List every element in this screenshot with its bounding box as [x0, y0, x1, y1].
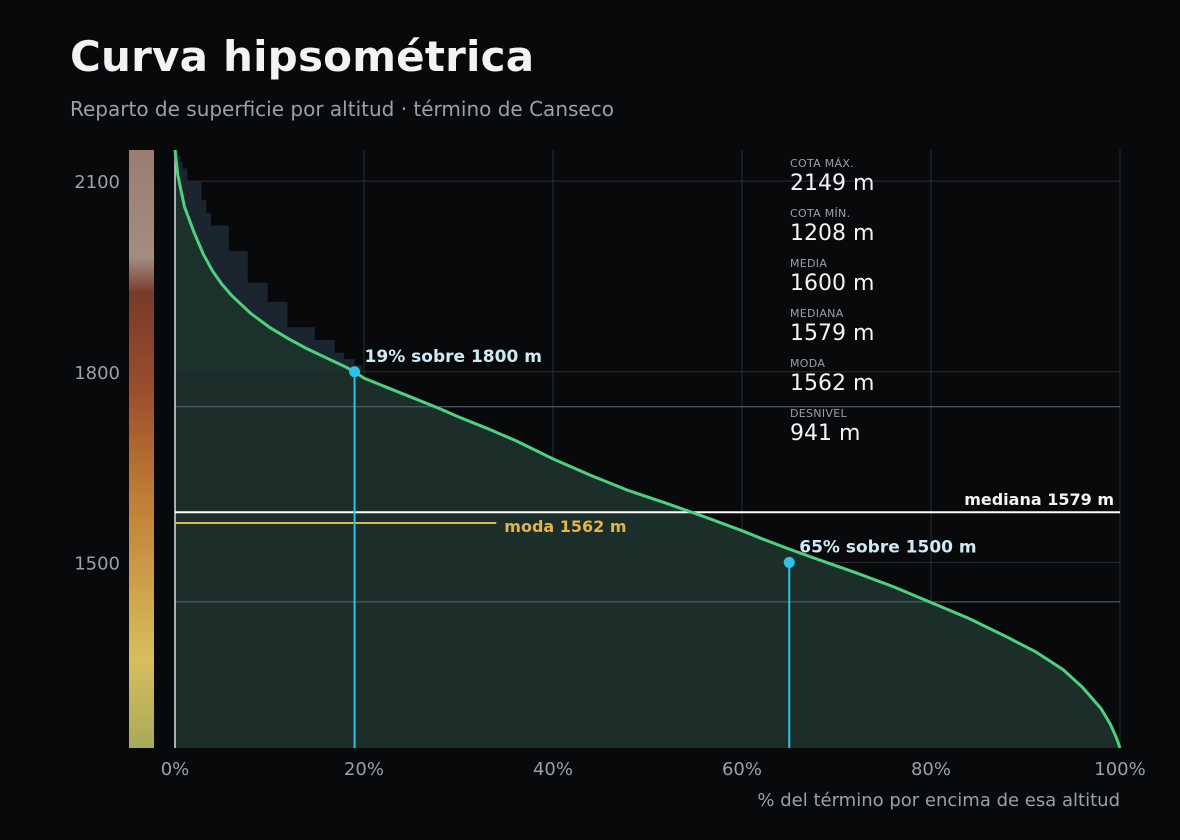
histogram-bar [175, 193, 202, 201]
x-tick-label: 60% [722, 759, 762, 780]
histogram-bar [175, 225, 229, 233]
stat-label: MEDIA [790, 257, 827, 270]
median-label: mediana 1579 m [964, 490, 1114, 509]
chart-subtitle: Reparto de superficie por altitud · térm… [70, 97, 614, 121]
x-tick-label: 100% [1094, 759, 1145, 780]
histogram-bar [175, 174, 188, 182]
marker-label: 19% sobre 1800 m [365, 347, 542, 367]
x-tick-label: 40% [533, 759, 573, 780]
stat-value: 1208 m [790, 221, 874, 246]
mode-label: moda 1562 m [504, 517, 626, 536]
y-tick-label: 2100 [74, 172, 120, 193]
stat-label: COTA MÍN. [790, 207, 850, 220]
stats-panel: COTA MÁX.2149 m COTA MÍN.1208 m MEDIA1600 … [790, 157, 874, 446]
histogram-bar [175, 231, 229, 239]
histogram-bar [175, 251, 248, 258]
histogram-bar [175, 181, 202, 188]
chart-title: Curva hipsométrica [70, 32, 535, 81]
histogram-bar [175, 200, 207, 208]
histogram-bar [175, 155, 181, 163]
histogram-bar [175, 187, 202, 195]
marker-label: 65% sobre 1500 m [799, 537, 976, 557]
x-tick-label: 80% [911, 759, 951, 780]
hypsometric-curve [173, 149, 1122, 749]
stat-label: MODA [790, 357, 825, 370]
histogram-bar [175, 257, 248, 265]
histogram-bar [175, 206, 207, 214]
marker-dot [783, 556, 795, 568]
stat-value: 2149 m [790, 171, 874, 196]
reference-lines [175, 406, 1120, 603]
histogram-bar [175, 238, 229, 246]
x-tick-label: 20% [344, 759, 384, 780]
histogram-bar [175, 212, 211, 220]
stat-value: 1562 m [790, 371, 874, 396]
stat-label: DESNIVEL [790, 407, 847, 420]
stat-value: 941 m [790, 421, 860, 446]
stat-value: 1600 m [790, 271, 874, 296]
stat-value: 1579 m [790, 321, 874, 346]
histogram-bar [175, 219, 211, 227]
y-tick-label: 1500 [74, 553, 120, 574]
y-axis-ticks: 1500 1800 2100 [74, 172, 120, 574]
markers [353, 371, 791, 748]
marker-dot [349, 366, 361, 378]
x-tick-label: 0% [161, 759, 190, 780]
stat-label: MEDIANA [790, 307, 844, 320]
y-tick-label: 1800 [74, 363, 120, 384]
curve-area-fill [175, 150, 1120, 748]
stat-label: COTA MÁX. [790, 157, 854, 170]
histogram-bar [175, 168, 188, 176]
altitude-color-ramp [129, 150, 154, 748]
histogram-bar [175, 162, 183, 169]
x-axis-ticks: 0% 20% 40% 60% 80% 100% [161, 759, 1146, 780]
marker-dots: 19% sobre 1800 m 65% sobre 1500 m [349, 347, 977, 568]
x-axis-label: % del término por encima de esa altitud [757, 790, 1120, 811]
